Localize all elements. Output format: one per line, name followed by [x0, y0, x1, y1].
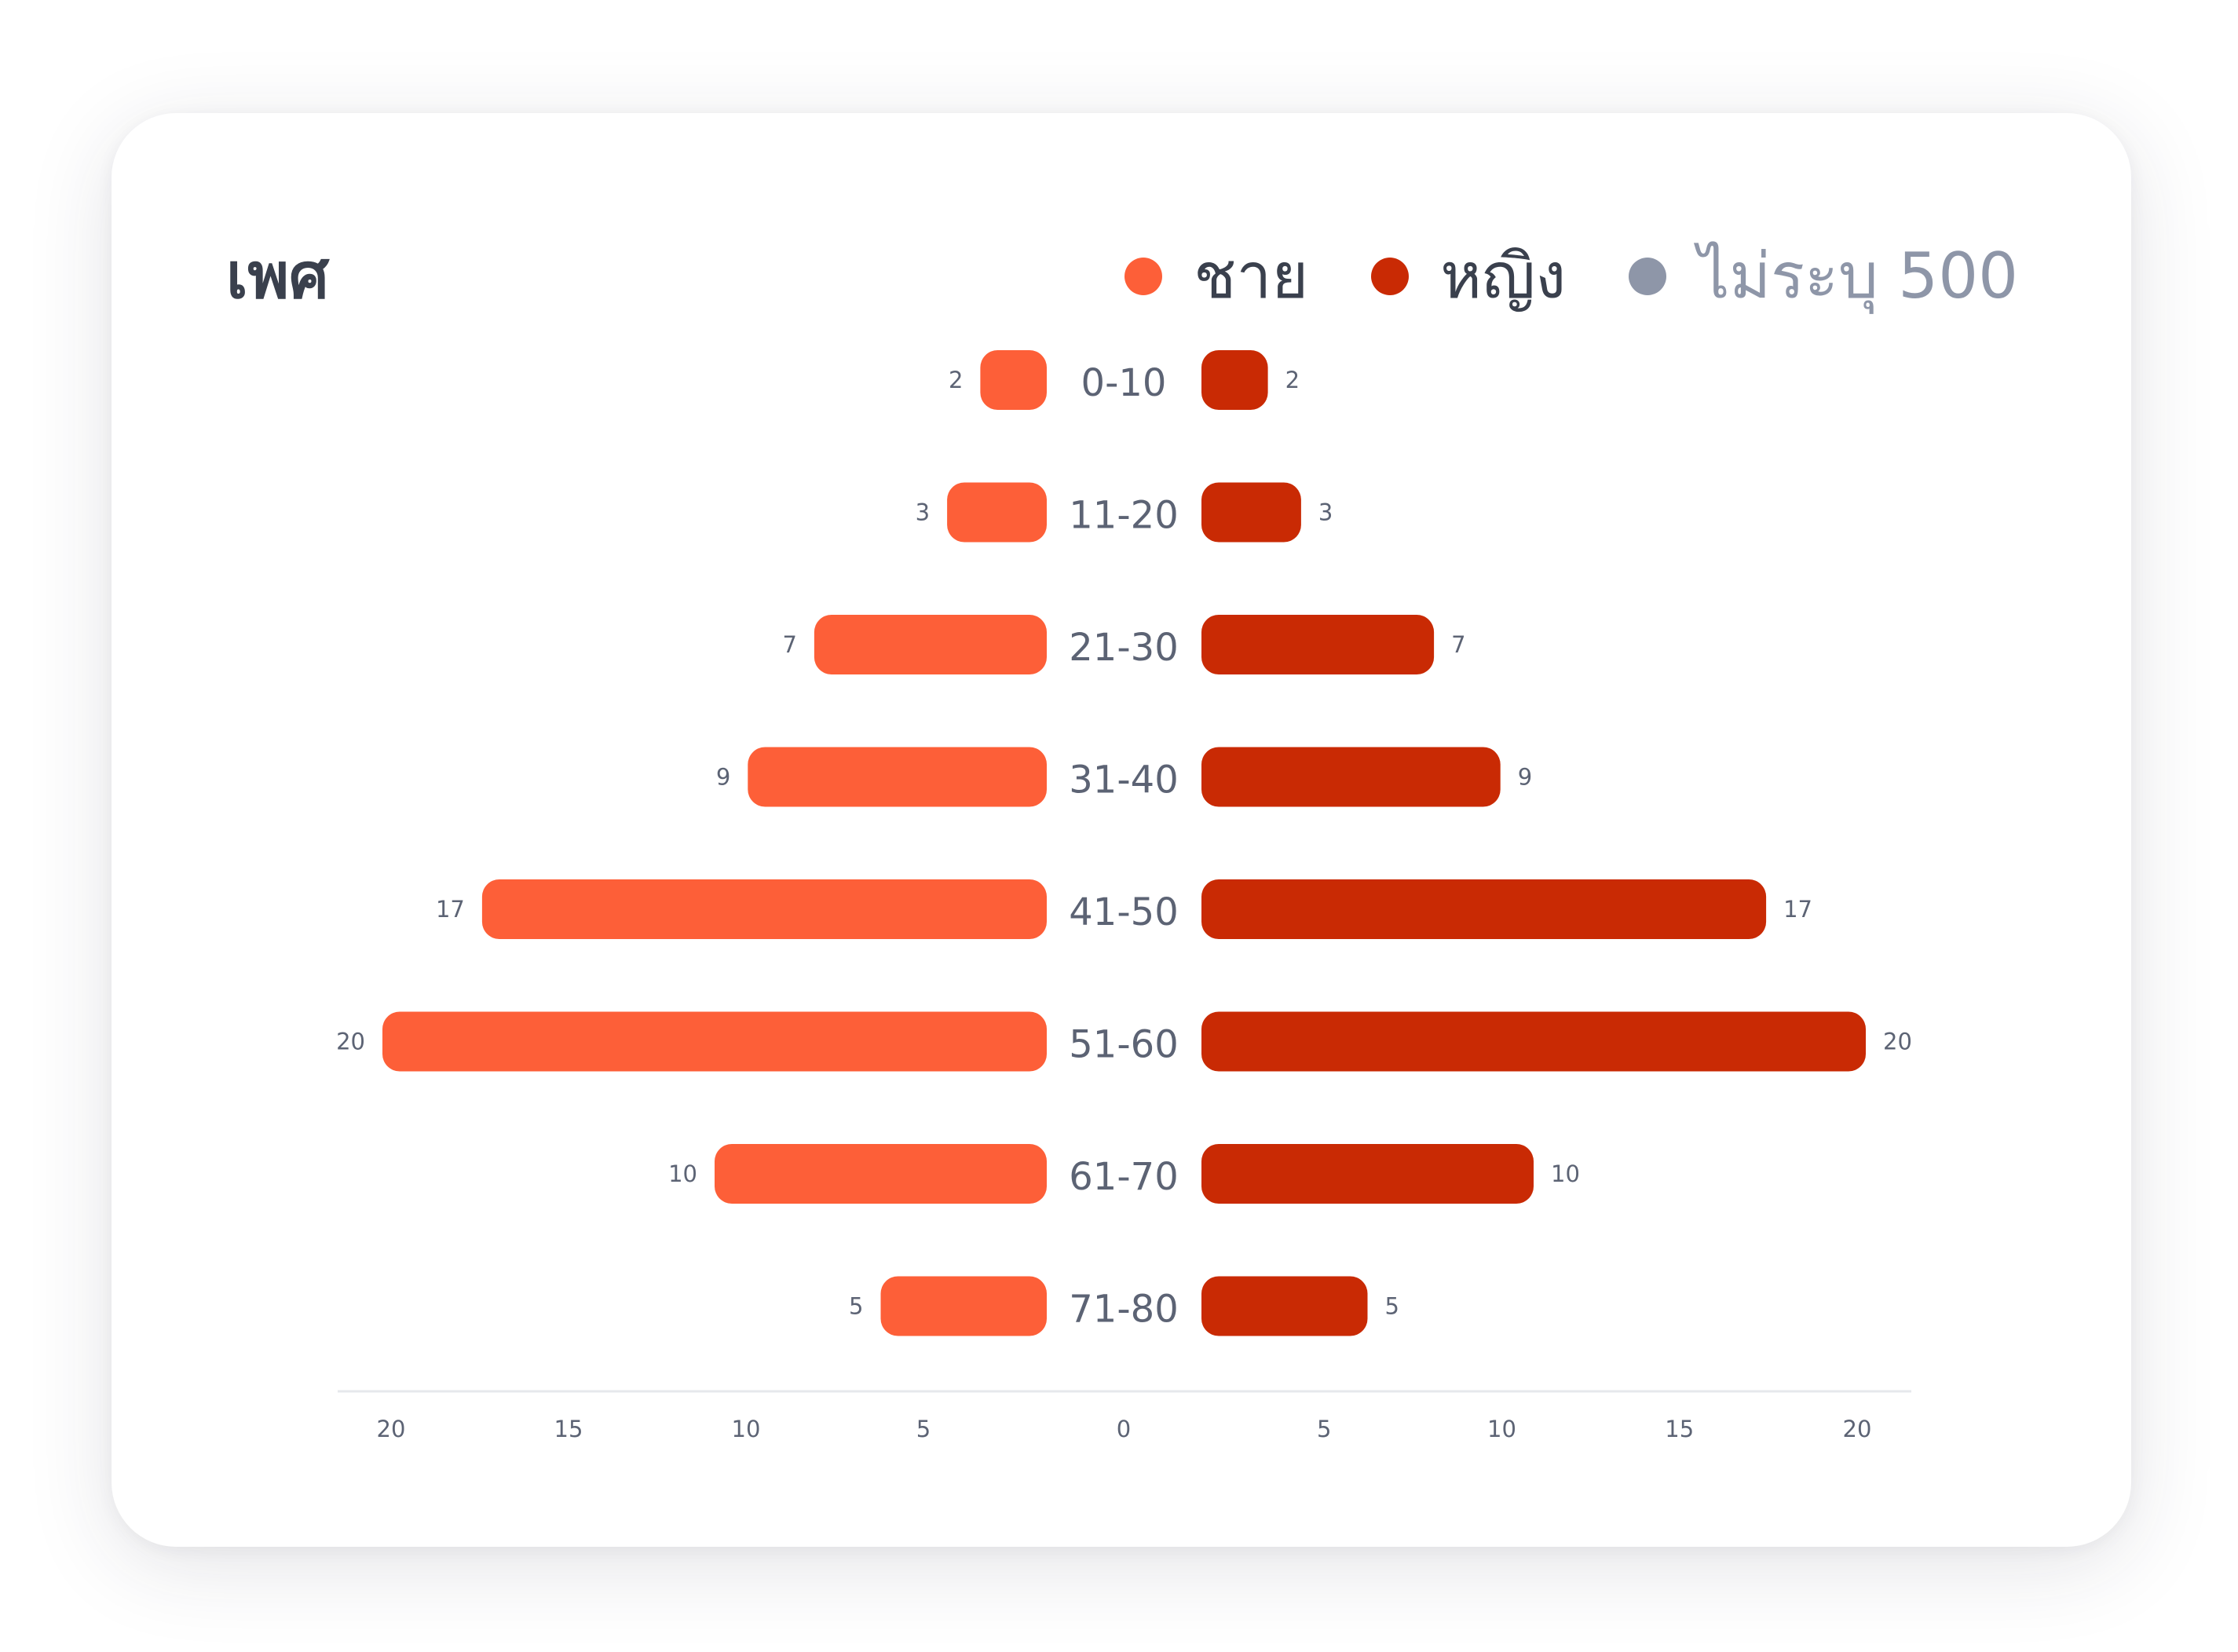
- legend-dot-male-icon: [1124, 258, 1163, 295]
- bar-female-41-50[interactable]: [1201, 879, 1767, 939]
- category-label-71-80: 71-80: [1069, 1288, 1178, 1332]
- bar-male-21-30[interactable]: [814, 615, 1047, 674]
- bar-female-31-40[interactable]: [1201, 747, 1501, 807]
- category-label-21-30: 21-30: [1069, 626, 1178, 670]
- data-label-female-41-50: 17: [1783, 896, 1812, 923]
- bar-female-21-30[interactable]: [1201, 615, 1435, 674]
- chart-title: เพศ: [226, 239, 329, 312]
- legend-label-female: หญิง: [1440, 239, 1567, 312]
- x-tick-left-15: 15: [554, 1416, 583, 1442]
- bar-male-11-20[interactable]: [947, 482, 1047, 543]
- legend-item-female[interactable]: หญิง: [1371, 236, 1566, 317]
- x-tick-center-0: 0: [1117, 1416, 1131, 1442]
- bar-male-0-10[interactable]: [980, 350, 1047, 410]
- legend-dot-unspecified-icon: [1629, 258, 1667, 295]
- bar-female-11-20[interactable]: [1201, 482, 1301, 543]
- data-label-female-21-30: 7: [1451, 631, 1465, 658]
- bar-female-61-70[interactable]: [1201, 1144, 1534, 1204]
- category-label-41-50: 41-50: [1069, 890, 1178, 934]
- data-label-male-41-50: 17: [436, 896, 465, 923]
- x-tick-right-15: 15: [1665, 1416, 1694, 1442]
- data-label-female-31-40: 9: [1518, 764, 1532, 791]
- category-label-51-60: 51-60: [1069, 1023, 1178, 1067]
- data-label-female-71-80: 5: [1385, 1293, 1399, 1320]
- data-label-male-71-80: 5: [849, 1293, 863, 1320]
- data-label-female-0-10: 2: [1285, 367, 1300, 393]
- x-tick-right-20: 20: [1843, 1416, 1872, 1442]
- data-label-female-51-60: 20: [1883, 1029, 1912, 1055]
- data-label-male-11-20: 3: [916, 499, 930, 526]
- data-label-male-51-60: 20: [336, 1029, 365, 1055]
- bar-female-71-80[interactable]: [1201, 1276, 1368, 1336]
- bar-male-61-70[interactable]: [715, 1144, 1047, 1204]
- data-label-male-31-40: 9: [716, 764, 730, 791]
- bar-male-71-80[interactable]: [880, 1276, 1048, 1336]
- legend-item-unspecified[interactable]: ไม่ระบุ 500: [1629, 236, 2018, 317]
- x-tick-left-5: 5: [916, 1416, 931, 1442]
- legend-label-male: ชาย: [1194, 239, 1309, 312]
- bar-male-31-40[interactable]: [748, 747, 1047, 807]
- bar-female-0-10[interactable]: [1201, 350, 1268, 410]
- legend-dot-female-icon: [1371, 258, 1410, 295]
- chart-card: [112, 113, 2131, 1547]
- legend-label-unspecified: ไม่ระบุ 500: [1698, 239, 2018, 312]
- data-label-male-61-70: 10: [668, 1160, 697, 1187]
- bar-female-51-60[interactable]: [1201, 1011, 1866, 1072]
- legend-item-male[interactable]: ชาย: [1124, 236, 1308, 317]
- x-tick-right-10: 10: [1487, 1416, 1516, 1442]
- x-tick-left-20: 20: [377, 1416, 406, 1442]
- data-label-male-21-30: 7: [782, 631, 796, 658]
- x-tick-right-5: 5: [1317, 1416, 1331, 1442]
- data-label-male-0-10: 2: [949, 367, 963, 393]
- category-label-11-20: 11-20: [1069, 494, 1178, 538]
- category-label-0-10: 0-10: [1081, 361, 1167, 405]
- legend: ชาย หญิง ไม่ระบุ 500: [1124, 236, 2018, 317]
- data-label-female-11-20: 3: [1318, 499, 1333, 526]
- data-label-female-61-70: 10: [1551, 1160, 1580, 1187]
- category-label-31-40: 31-40: [1069, 758, 1178, 802]
- bar-male-51-60[interactable]: [382, 1011, 1047, 1072]
- bar-male-41-50[interactable]: [481, 879, 1047, 939]
- category-label-61-70: 61-70: [1069, 1155, 1178, 1199]
- x-tick-left-10: 10: [732, 1416, 761, 1442]
